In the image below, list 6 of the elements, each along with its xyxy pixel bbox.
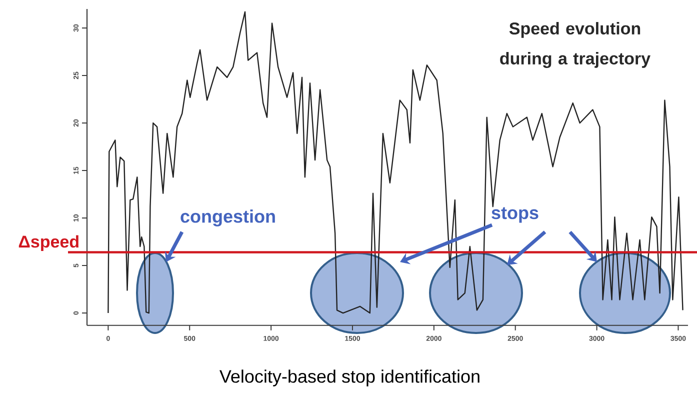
text: Velocity-based stop identification [220,370,480,386]
ref-line-label: Δspeed [18,235,78,252]
annotation: stops [492,207,538,223]
line-series [108,11,684,314]
annotation: congestion [180,210,275,226]
text: Speed evolution during a trajectory [500,22,650,68]
